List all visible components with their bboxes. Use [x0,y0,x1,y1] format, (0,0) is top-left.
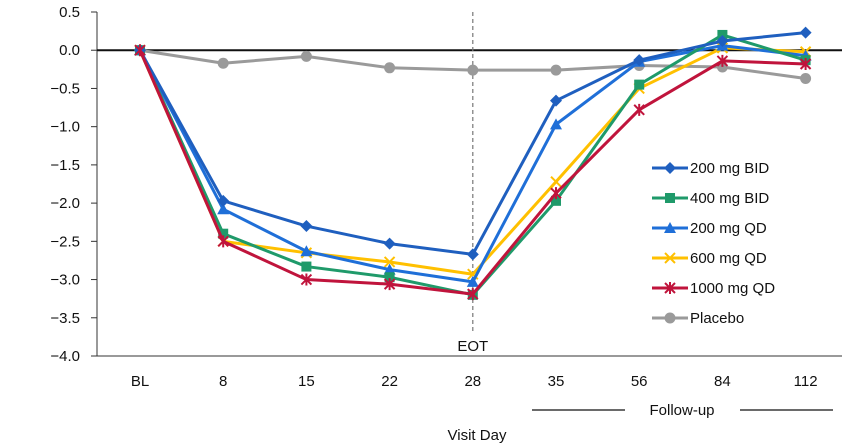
y-tick-label: −2.5 [50,233,80,250]
legend-marker [664,312,676,324]
x-tick-label: 15 [298,373,315,390]
data-point [799,26,812,39]
x-tick-label: 56 [631,373,648,390]
legend-item: Placebo [652,310,744,327]
y-tick-label: −4.0 [50,348,80,365]
legend-marker [664,222,676,233]
legend-item: 200 mg BID [652,160,769,177]
series-placebo [134,44,812,85]
x-tick-label: 28 [464,373,481,390]
legend: 200 mg BID 400 mg BID 200 mg QD 600 mg QD 10… [652,160,775,327]
data-point [551,195,561,206]
y-tick-label: −0.5 [50,80,80,97]
data-point [716,54,729,67]
data-point [301,261,312,272]
data-point [716,35,729,48]
data-point [383,237,396,250]
y-tick-label: −3.0 [50,272,80,289]
data-point [300,50,312,62]
data-point [466,275,479,287]
y-tick-label: 0.0 [59,42,80,59]
legend-label: 1000 mg QD [690,280,775,297]
data-point [633,54,646,67]
legend-item: 400 mg BID [652,190,769,207]
series-1000-mg-qd [134,44,812,301]
legend-label: 400 mg BID [690,190,769,207]
follow-up-label: Follow-up [649,402,714,419]
x-axis-tick-labels: BL 8 15 22 28 35 56 84 112 [131,373,818,390]
data-point [134,44,146,57]
data-point [717,29,728,40]
data-point [217,57,229,69]
data-point [550,187,562,200]
data-point [467,288,479,301]
x-tick-label: 22 [381,373,398,390]
y-tick-label: −2.0 [50,195,80,212]
x-axis-title: Visit Day [448,427,507,444]
data-point [300,273,313,286]
legend-item: 600 mg QD [652,250,767,267]
legend-marker [664,282,676,294]
data-point [466,248,479,261]
y-axis-ticks [91,11,97,357]
data-point [300,220,313,233]
legend-marker [664,162,676,174]
x-tick-label: 84 [714,373,731,390]
data-point [550,175,562,188]
data-point [467,64,479,76]
x-tick-label: 112 [794,373,818,390]
y-axis-tick-labels: 0.5 0.0 −0.5 −1.0 −1.5 −2.0 −2.5 −3.0 −3.5 −4.0 [50,4,80,365]
data-point [384,272,395,283]
data-point [300,245,313,257]
data-point [633,103,645,116]
follow-up-bracket: Follow-up [532,402,833,419]
data-point [383,263,396,275]
data-point [218,228,229,239]
y-tick-label: −3.5 [50,310,80,327]
x-tick-label: 35 [548,373,565,390]
legend-item: 200 mg QD [652,220,767,237]
data-point [384,62,396,74]
legend-marker [665,193,675,203]
eot-label: EOT [457,338,488,355]
data-point [550,118,562,130]
data-point [550,94,562,107]
x-tick-label: BL [131,373,149,390]
data-point [799,57,812,70]
y-tick-label: 0.5 [59,4,80,21]
data-point [634,79,645,90]
data-point [800,73,812,85]
legend-label: Placebo [690,310,744,327]
data-point [217,235,229,248]
legend-item: 1000 mg QD [652,280,775,297]
data-point [550,64,562,76]
x-tick-label: 8 [219,373,227,390]
data-point [217,203,230,215]
legend-label: 200 mg BID [690,160,769,177]
data-point [383,278,396,291]
y-tick-label: −1.0 [50,119,80,136]
legend-marker [664,252,676,264]
series-layer [134,26,812,301]
data-point [383,256,396,268]
legend-label: 200 mg QD [690,220,767,237]
data-point [217,194,230,207]
legend-label: 600 mg QD [690,250,767,267]
y-tick-label: −1.5 [50,157,80,174]
